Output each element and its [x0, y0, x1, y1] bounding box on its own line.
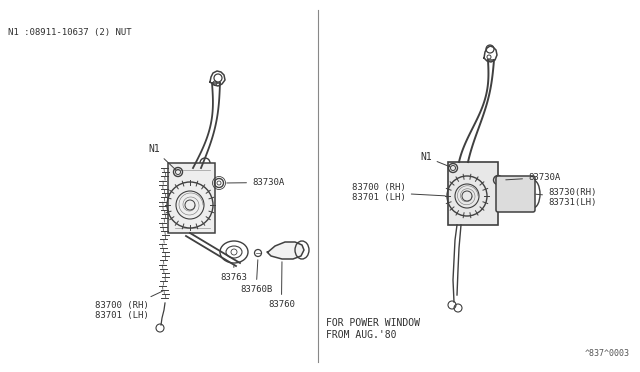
Text: 83700 (RH)
83701 (LH): 83700 (RH) 83701 (LH): [95, 291, 163, 320]
Text: 83760B: 83760B: [240, 260, 272, 294]
Text: N1 :08911-10637 (2) NUT: N1 :08911-10637 (2) NUT: [8, 28, 132, 37]
Text: 83730A: 83730A: [227, 178, 284, 187]
Polygon shape: [168, 163, 215, 233]
Text: 83700 (RH)
83701 (LH): 83700 (RH) 83701 (LH): [352, 183, 445, 202]
Text: 83763: 83763: [220, 266, 247, 282]
Text: 83760: 83760: [268, 262, 295, 309]
Text: N1: N1: [148, 144, 176, 170]
FancyBboxPatch shape: [496, 176, 535, 212]
Text: 83730(RH)
83731(LH): 83730(RH) 83731(LH): [536, 187, 596, 207]
Text: ^837^0003: ^837^0003: [585, 349, 630, 358]
Text: FOR POWER WINDOW
FROM AUG.'80: FOR POWER WINDOW FROM AUG.'80: [326, 318, 420, 340]
Text: 83730A: 83730A: [506, 173, 560, 182]
Polygon shape: [267, 242, 304, 259]
Polygon shape: [448, 162, 498, 225]
Text: N1: N1: [420, 152, 451, 167]
